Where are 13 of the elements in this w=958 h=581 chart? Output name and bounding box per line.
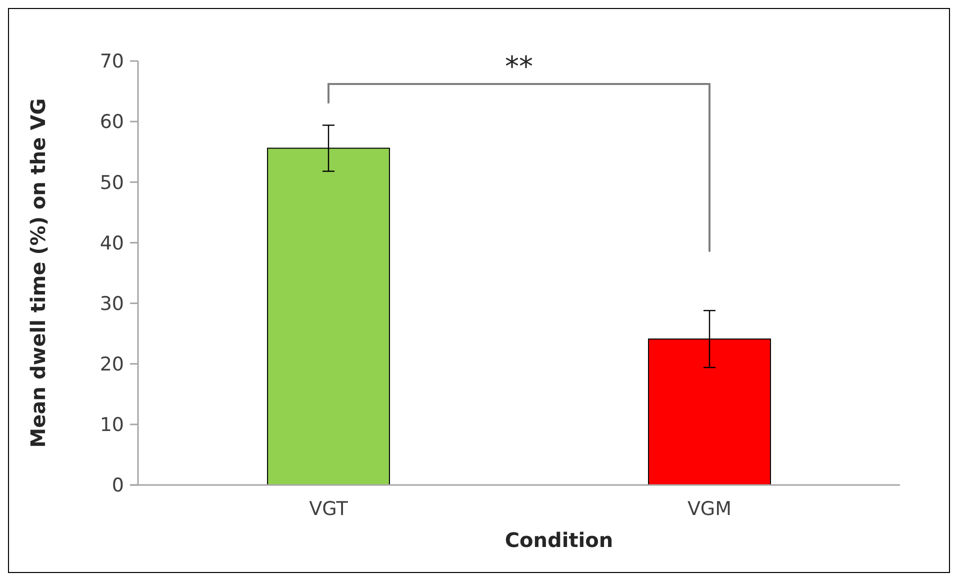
y-tick-label: 60	[100, 111, 124, 134]
x-tick-label: VGT	[309, 498, 348, 520]
annotation: **	[505, 50, 533, 84]
y-axis-title: Mean dwell time (%) on the VG	[26, 98, 50, 448]
y-tick-label: 50	[100, 172, 124, 194]
x-axis-title: Condition	[504, 528, 614, 552]
y-tick-label: 30	[100, 292, 124, 315]
y-tick-label: 0	[112, 474, 124, 497]
y-tick-label: 10	[100, 414, 124, 436]
y-tick-label: 40	[100, 232, 124, 254]
x-tick-label: VGM	[687, 498, 732, 520]
y-tick-label: 70	[100, 50, 124, 73]
y-tick-label: 20	[100, 354, 124, 376]
